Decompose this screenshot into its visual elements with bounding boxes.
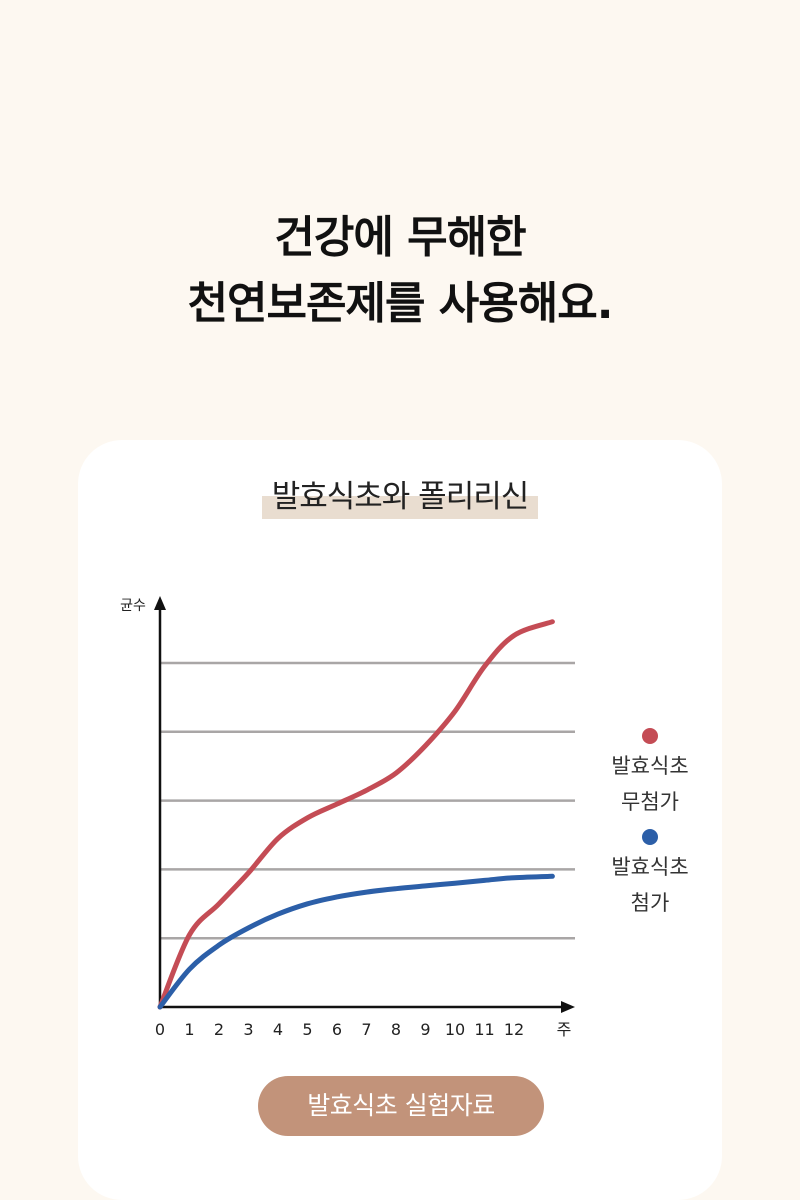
x-tick-label: 3 [243, 1020, 253, 1039]
x-tick-label: 9 [420, 1020, 430, 1039]
axes: 균수 주 [120, 596, 575, 1039]
series-line-no-vinegar [157, 619, 555, 1010]
experiment-data-button[interactable]: 발효식초 실험자료 [258, 1076, 544, 1136]
x-tick-label: 11 [474, 1020, 494, 1039]
legend-dot-blue [642, 829, 658, 845]
legend-label-line2: 첨가 [630, 891, 670, 915]
series-lines [157, 619, 555, 1010]
y-axis-label: 균수 [120, 598, 146, 614]
x-tick-label: 12 [504, 1020, 524, 1039]
legend-dot-red [642, 728, 658, 744]
legend-item-with-vinegar: 발효식초 첨가 [590, 829, 710, 921]
series-line-with-vinegar [157, 873, 555, 1010]
headline: 건강에 무해한 천연보존제를 사용해요. [0, 205, 800, 337]
y-axis-arrow [154, 596, 166, 610]
x-axis-label: 주 [557, 1020, 572, 1039]
x-tick-label: 8 [391, 1020, 401, 1039]
line-chart: 균수 주 0 1 2 3 4 5 6 7 8 9 10 11 12 [120, 596, 575, 1039]
x-tick-label: 6 [332, 1020, 342, 1039]
chart-title: 발효식초와 폴리리신 [261, 475, 539, 519]
x-tick-label: 1 [184, 1020, 194, 1039]
chart-card [78, 440, 722, 1200]
x-tick-label: 4 [273, 1020, 283, 1039]
legend-label-line1: 발효식초 [611, 754, 689, 778]
x-tick-labels: 0 1 2 3 4 5 6 7 8 9 10 11 12 [155, 1020, 524, 1039]
x-tick-label: 0 [155, 1020, 165, 1039]
legend-label-line2: 무첨가 [621, 790, 679, 814]
x-tick-label: 10 [445, 1020, 465, 1039]
x-tick-label: 5 [302, 1020, 312, 1039]
legend-item-no-vinegar: 발효식초 무첨가 [590, 728, 710, 820]
x-tick-label: 2 [214, 1020, 224, 1039]
chart-title-wrap: 발효식초와 폴리리신 [0, 475, 800, 519]
legend-label-line1: 발효식초 [611, 855, 689, 879]
headline-line-1: 건강에 무해한 [274, 212, 526, 263]
x-axis-arrow [561, 1001, 575, 1013]
headline-line-2: 천연보존제를 사용해요. [187, 278, 614, 329]
x-tick-label: 7 [361, 1020, 371, 1039]
